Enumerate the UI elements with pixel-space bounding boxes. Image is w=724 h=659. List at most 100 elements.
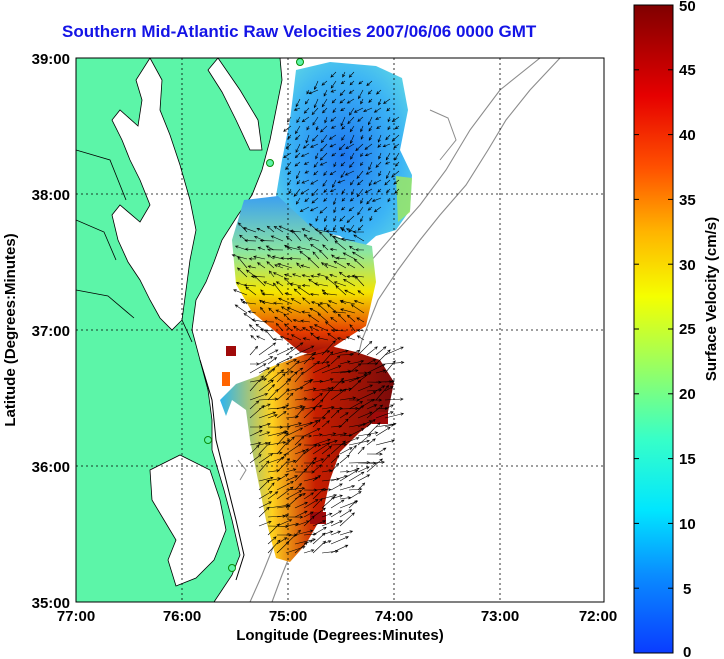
current-vector (272, 282, 284, 296)
current-vector (339, 447, 353, 455)
current-vector (312, 488, 328, 492)
current-vector (315, 152, 319, 160)
current-vector (336, 337, 347, 341)
current-vector (249, 429, 263, 437)
current-vector (258, 460, 270, 473)
x-tick-label: 72:00 (579, 608, 617, 625)
current-vector (285, 522, 300, 527)
current-vector (247, 310, 257, 314)
current-vector (248, 257, 257, 261)
current-vector (312, 350, 331, 356)
current-vector (297, 286, 311, 296)
current-vector (357, 446, 365, 455)
current-vector (349, 197, 355, 202)
current-vector (276, 431, 287, 437)
current-vector (346, 263, 356, 269)
current-vector (385, 134, 391, 141)
current-vector (330, 80, 337, 89)
current-vector (263, 320, 275, 324)
current-vector (294, 448, 309, 464)
current-vector (313, 98, 319, 109)
current-vector (357, 391, 377, 401)
current-vector (378, 98, 382, 106)
current-vector (244, 239, 257, 243)
current-vector (258, 342, 277, 356)
current-vector (325, 229, 338, 233)
current-vector (340, 152, 346, 157)
current-vector (332, 179, 337, 188)
current-vector (366, 438, 376, 446)
current-vector (267, 536, 277, 545)
current-vector (348, 379, 362, 392)
current-vector (294, 501, 309, 509)
current-vector (384, 386, 394, 392)
current-vector (321, 365, 342, 374)
current-vector (295, 134, 301, 141)
current-vector (276, 404, 289, 410)
current-vector (387, 116, 391, 123)
current-vector (256, 262, 266, 269)
current-vector (267, 349, 279, 356)
current-vector (245, 286, 257, 296)
current-vector (348, 491, 362, 500)
current-vector (373, 206, 382, 213)
current-vector (341, 134, 346, 141)
current-vector (348, 89, 355, 94)
colorbar-tick-label: 50 (679, 0, 696, 15)
colorbar-ticks (634, 69, 673, 589)
current-vector (337, 179, 346, 184)
current-vector (296, 246, 311, 251)
current-vector (243, 283, 257, 287)
current-vector (311, 197, 319, 204)
current-vector (329, 143, 337, 148)
current-vector (369, 215, 373, 222)
current-vector (330, 520, 343, 527)
current-vector (384, 161, 391, 165)
current-vector (274, 264, 284, 269)
current-vector (344, 170, 355, 176)
current-vector (368, 98, 373, 104)
current-vector (301, 327, 311, 332)
current-vector (321, 98, 328, 108)
current-vector (321, 405, 335, 410)
current-vector (285, 235, 293, 242)
current-vector (276, 439, 290, 455)
current-vector (296, 262, 302, 269)
current-vector (348, 359, 365, 365)
current-vector (367, 89, 373, 95)
current-vector (366, 398, 383, 402)
x-tick-label: 73:00 (481, 608, 519, 625)
current-vector (276, 347, 294, 356)
current-vector (357, 290, 365, 296)
current-vector (357, 431, 379, 437)
current-vector (348, 444, 357, 455)
current-vector (395, 161, 400, 167)
current-vector (273, 226, 284, 233)
current-vector (321, 80, 328, 86)
current-vector (375, 349, 391, 365)
current-vector (321, 512, 333, 518)
current-vector (295, 98, 301, 108)
current-vector (386, 170, 391, 180)
current-vector (316, 336, 329, 341)
current-vector (332, 310, 347, 314)
current-vector (309, 292, 320, 296)
current-vector (303, 233, 311, 242)
current-vector (242, 227, 257, 233)
velocity-patch-orange (222, 372, 230, 386)
current-vector (247, 265, 257, 269)
current-vector (375, 426, 391, 437)
current-vector (353, 234, 365, 242)
current-vector (357, 116, 364, 122)
current-vector (329, 247, 338, 252)
current-vector (375, 89, 382, 95)
current-vector (357, 206, 364, 216)
map-title: Southern Mid-Atlantic Raw Velocities 200… (62, 22, 537, 41)
current-vector (306, 125, 310, 131)
current-vector (330, 377, 345, 392)
current-vector (365, 170, 373, 175)
current-vector (285, 427, 304, 437)
current-vector (339, 512, 355, 527)
current-vector (251, 318, 266, 323)
current-vector (294, 380, 313, 392)
